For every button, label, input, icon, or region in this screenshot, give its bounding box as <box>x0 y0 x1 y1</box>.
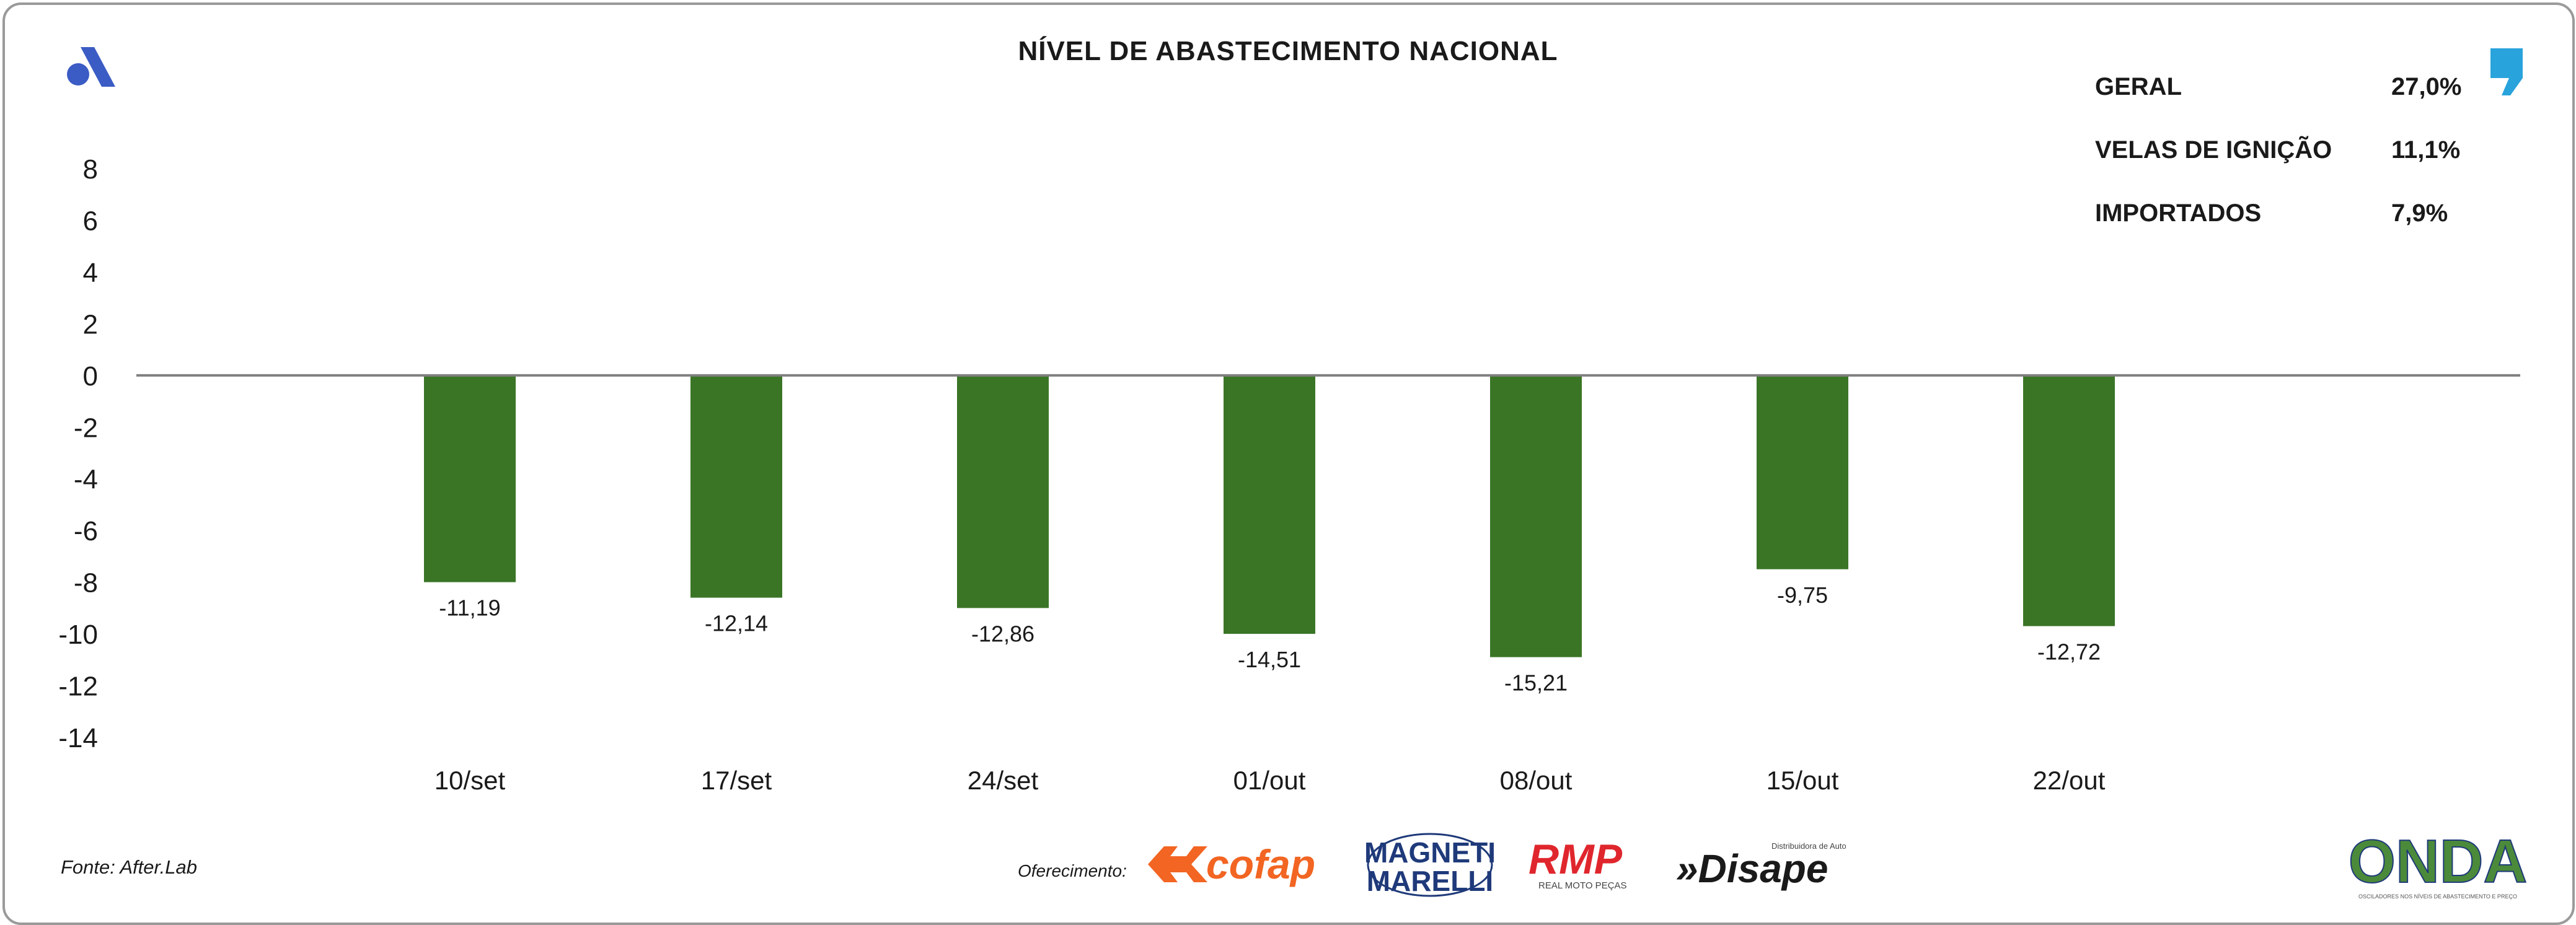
source-note: Fonte: After.Lab <box>61 856 197 878</box>
brand-logo-icon <box>67 47 115 87</box>
disape-logo: Distribuidora de Autopeças »Disape <box>1676 841 1846 891</box>
x-tick-label: 10/set <box>434 766 506 795</box>
cofap-logo: cofap <box>1148 841 1315 887</box>
y-tick-label: 4 <box>83 258 98 288</box>
disape-logo-text: »Disape <box>1676 846 1828 891</box>
bar <box>1490 375 1582 657</box>
data-label: -14,51 <box>1238 647 1301 672</box>
x-tick-label: 22/out <box>2033 766 2106 795</box>
quote-icon <box>2490 48 2523 95</box>
stat-label: VELAS DE IGNIÇÃO <box>2095 136 2332 164</box>
sponsor-label: Oferecimento: <box>1018 861 1127 880</box>
stat-value: 11,1% <box>2391 136 2461 164</box>
y-tick-label: -2 <box>74 413 98 443</box>
stat-label: GERAL <box>2095 73 2182 100</box>
disape-logo-subtext: Distribuidora de Autopeças <box>1771 841 1846 851</box>
data-label: -12,14 <box>705 611 768 636</box>
x-tick-label: 17/set <box>701 766 772 795</box>
data-label: -15,21 <box>1504 670 1568 696</box>
bar <box>1757 375 1848 569</box>
y-tick-label: -8 <box>74 568 98 598</box>
y-tick-label: -14 <box>58 723 98 753</box>
stat-label: IMPORTADOS <box>2095 199 2262 227</box>
magneti-marelli-logo: MAGNETI MARELLI <box>1366 833 1494 897</box>
y-tick-label: -12 <box>58 672 98 702</box>
data-label: -12,86 <box>971 621 1034 646</box>
bar <box>1224 375 1315 634</box>
onda-logo: ONDA OSCILADORES NOS NÍVEIS DE ABASTECIM… <box>2349 826 2526 900</box>
bar <box>424 375 516 582</box>
cofap-logo-text: cofap <box>1206 841 1315 887</box>
rmp-logo-subtext: REAL MOTO PEÇAS <box>1538 880 1627 891</box>
onda-logo-text: ONDA <box>2349 827 2526 895</box>
rmp-logo-text: RMP <box>1528 836 1623 883</box>
stat-value: 27,0% <box>2391 73 2462 100</box>
magneti-logo-line2: MARELLI <box>1367 865 1493 897</box>
data-label: -12,72 <box>2037 639 2101 665</box>
bar <box>2023 375 2115 626</box>
y-tick-label: -10 <box>58 620 98 650</box>
y-tick-label: 0 <box>83 361 98 392</box>
x-tick-label: 08/out <box>1500 766 1573 795</box>
x-tick-label: 24/set <box>968 766 1039 795</box>
y-tick-label: -6 <box>74 516 98 546</box>
y-tick-label: 6 <box>83 206 98 236</box>
bar <box>957 375 1049 608</box>
stat-value: 7,9% <box>2391 199 2448 227</box>
data-label: -9,75 <box>1777 582 1828 608</box>
chart-title: NÍVEL DE ABASTECIMENTO NACIONAL <box>1018 36 1558 66</box>
magneti-logo-line1: MAGNETI <box>1366 836 1494 869</box>
onda-logo-subtext: OSCILADORES NOS NÍVEIS DE ABASTECIMENTO … <box>2358 893 2517 900</box>
bar <box>690 375 782 598</box>
x-tick-label: 15/out <box>1767 766 1839 795</box>
x-tick-label: 01/out <box>1233 766 1306 795</box>
y-tick-label: 2 <box>83 309 98 340</box>
data-label: -11,19 <box>439 595 500 621</box>
y-tick-label: 8 <box>83 154 98 185</box>
y-tick-label: -4 <box>74 465 98 495</box>
rmp-logo: RMP REAL MOTO PEÇAS <box>1528 836 1627 891</box>
